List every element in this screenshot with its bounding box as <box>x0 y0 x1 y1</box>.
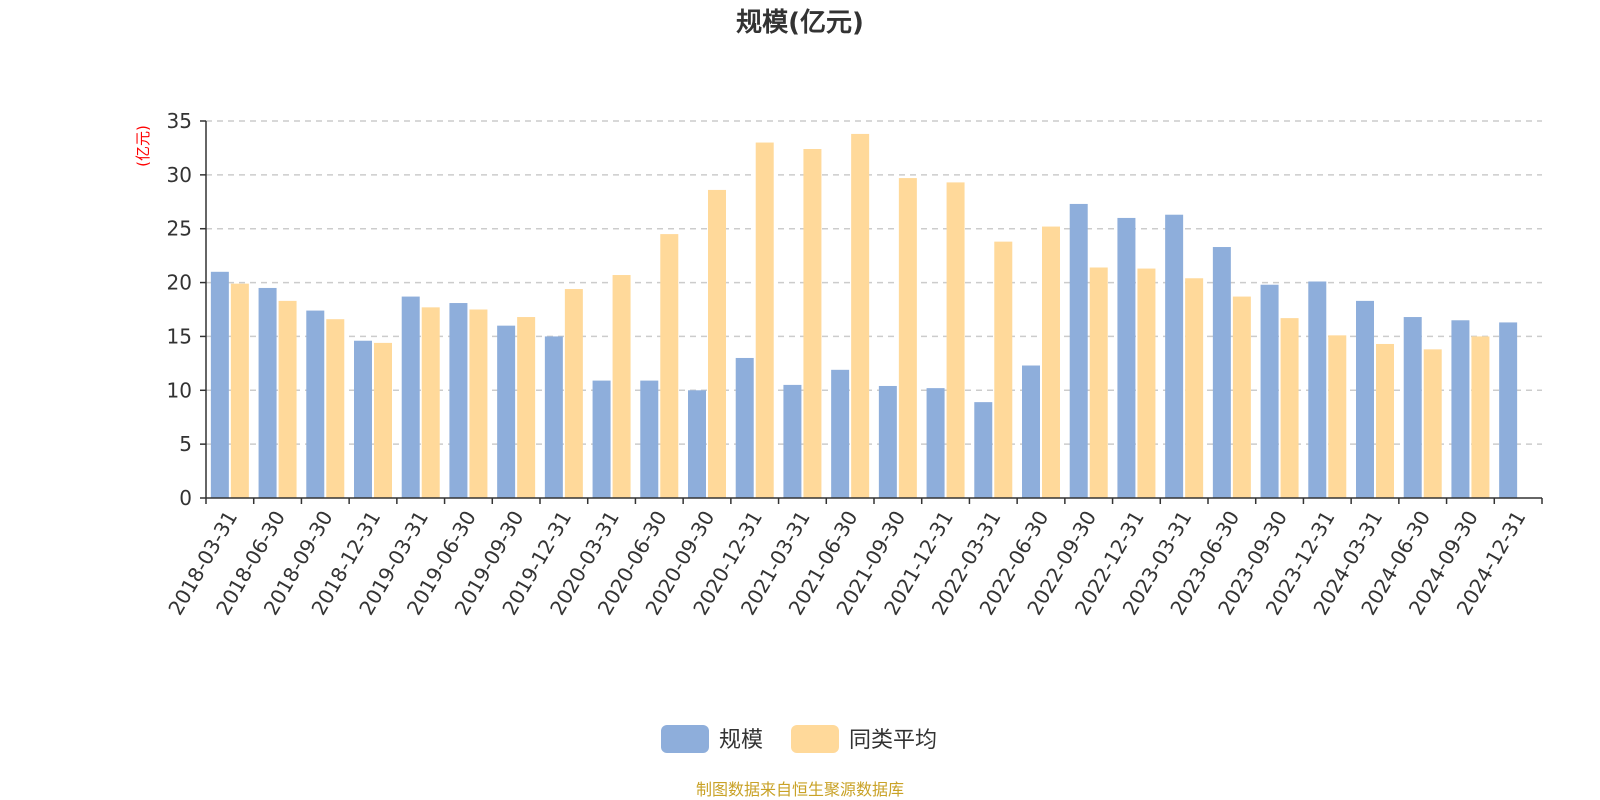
bar-peer-average <box>374 342 392 498</box>
bar-scale <box>1165 214 1184 498</box>
legend-swatch-scale <box>661 725 709 753</box>
x-tick-labels: 2018-03-312018-06-302018-09-302018-12-31… <box>163 507 1530 620</box>
bar-scale <box>306 310 325 498</box>
legend-label-peer-average: 同类平均 <box>849 728 937 753</box>
y-tick-label: 20 <box>167 271 192 295</box>
bar-scale <box>1117 217 1136 498</box>
bar-scale <box>926 388 945 498</box>
bar-peer-average <box>421 307 440 498</box>
legend-swatch-peer-average <box>791 725 839 753</box>
y-tick-label: 35 <box>167 109 192 133</box>
bar-scale <box>497 325 516 498</box>
bar-scale <box>1069 203 1088 498</box>
bar-peer-average <box>564 289 583 498</box>
bar-scale <box>258 287 277 498</box>
y-tick-label: 0 <box>179 486 192 510</box>
bar-peer-average <box>1423 349 1442 498</box>
y-tick-label: 15 <box>167 324 192 348</box>
bar-scale <box>354 340 372 498</box>
axes <box>200 120 1543 504</box>
bar-scale <box>1212 247 1231 498</box>
bar-peer-average <box>755 142 774 499</box>
bar-scale <box>688 390 706 498</box>
bar-scale <box>1403 317 1422 498</box>
bar-peer-average <box>1089 267 1108 498</box>
bar-peer-average <box>278 300 297 498</box>
bar-peer-average <box>660 234 679 498</box>
bar-scale <box>878 385 897 498</box>
bar-peer-average <box>1232 296 1251 498</box>
bar-peer-average <box>230 283 249 498</box>
bar-scale <box>1022 365 1040 498</box>
bar-peer-average <box>1137 268 1156 498</box>
bar-peer-average <box>517 317 536 498</box>
bar-scale <box>401 296 420 498</box>
bar-peer-average <box>946 182 965 498</box>
y-tick-labels: 0 5 10 15 20 25 30 35 <box>167 109 192 510</box>
bar-scale <box>1356 300 1374 498</box>
bars <box>210 133 1518 499</box>
bar-peer-average <box>851 133 870 498</box>
bar-scale <box>831 369 850 498</box>
y-tick-label: 10 <box>167 378 192 402</box>
bar-peer-average <box>994 241 1013 498</box>
bar-peer-average <box>898 178 917 499</box>
bar-scale <box>1451 320 1470 498</box>
bar-peer-average <box>1328 335 1347 498</box>
bar-scale <box>640 380 659 498</box>
bar-scale <box>974 402 993 498</box>
legend: 规模 同类平均 <box>661 725 937 753</box>
bar-peer-average <box>612 275 631 498</box>
bar-peer-average <box>1185 278 1204 498</box>
data-source-note: 制图数据来自恒生聚源数据库 <box>696 780 904 799</box>
legend-label-scale: 规模 <box>719 728 763 753</box>
bar-peer-average <box>1376 343 1394 498</box>
bar-peer-average <box>1471 336 1490 498</box>
bar-scale <box>592 380 611 498</box>
bar-peer-average <box>1280 318 1299 498</box>
y-tick-label: 30 <box>167 163 192 187</box>
y-axis-label: (亿元) <box>134 125 152 167</box>
bar-scale <box>735 357 754 498</box>
bar-scale <box>1260 284 1279 498</box>
chart-title: 规模(亿元) <box>736 8 864 38</box>
bar-scale <box>449 303 468 498</box>
bar-scale <box>783 384 802 498</box>
bar-peer-average <box>803 149 822 498</box>
y-tick-label: 5 <box>179 432 192 456</box>
bar-peer-average <box>469 309 488 498</box>
bar-scale <box>210 271 229 498</box>
bar-peer-average <box>1042 226 1060 498</box>
bar-scale <box>1308 281 1327 498</box>
bar-peer-average <box>326 319 345 498</box>
bar-scale <box>1499 322 1518 498</box>
y-tick-label: 25 <box>167 217 192 241</box>
bar-scale <box>544 336 563 498</box>
bar-peer-average <box>708 189 726 499</box>
